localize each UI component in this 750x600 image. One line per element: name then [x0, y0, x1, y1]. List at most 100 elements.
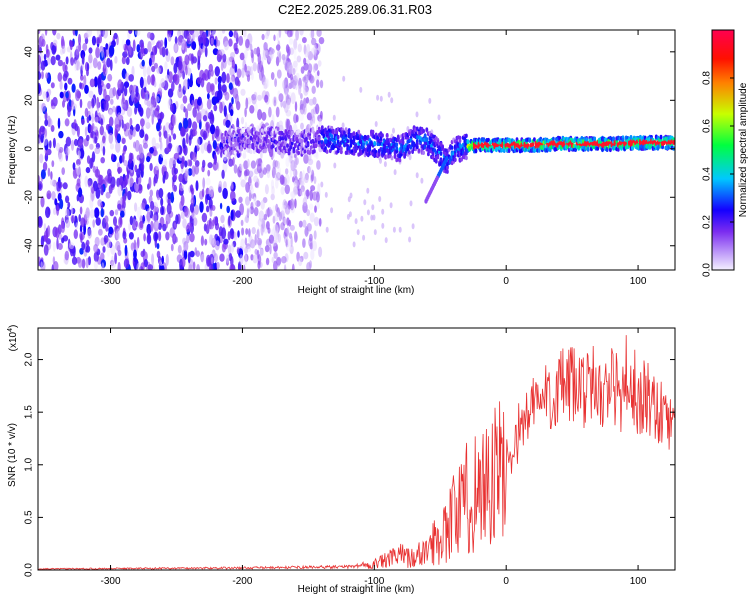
spectrogram-ridge-cell: [368, 144, 372, 150]
spectrogram-noise-cell: [94, 136, 98, 144]
spectrogram-noise-cell: [103, 61, 107, 69]
spectrogram-noise-cell: [209, 113, 215, 125]
spectrogram-ridge-cell: [474, 148, 478, 153]
spectrogram-noise-cell: [122, 148, 126, 155]
spectrogram-noise-cell: [186, 67, 192, 76]
spectrogram-ridge-cell: [222, 136, 226, 141]
spectrogram-noise-cell: [128, 74, 134, 82]
spectrogram-noise-cell: [253, 192, 257, 202]
spectrogram-noise-cell: [89, 143, 94, 150]
spectrogram-noise-cell: [362, 234, 366, 241]
spectrogram-noise-cell: [53, 261, 59, 270]
spectrogram-noise-cell: [214, 77, 218, 85]
spectrogram-ridge-cell: [427, 151, 430, 157]
spectrogram-noise-cell: [252, 197, 257, 209]
spectrogram-noise-cell: [128, 128, 133, 140]
spectrogram-noise-cell: [123, 160, 128, 167]
spectrogram-ridge-cell: [616, 147, 620, 152]
spectrogram-noise-cell: [158, 131, 162, 137]
spectrogram-noise-cell: [202, 115, 208, 122]
spectrogram-noise-cell: [84, 107, 89, 118]
spectrogram-ridge-cell: [371, 129, 375, 135]
spectrogram-noise-cell: [143, 142, 148, 149]
spectrogram-noise-cell: [123, 193, 127, 202]
spectrogram-noise-cell: [75, 163, 81, 176]
spectrogram-noise-cell: [205, 121, 210, 129]
spectrogram-noise-cell: [123, 101, 127, 112]
spectrogram-noise-cell: [317, 70, 320, 77]
spectrogram-noise-cell: [197, 60, 201, 71]
spectrogram-noise-cell: [389, 202, 393, 209]
spectrogram-noise-cell: [197, 110, 202, 120]
spectrogram-noise-cell: [311, 37, 317, 46]
spectrogram-noise-cell: [302, 37, 307, 44]
spectrogram-noise-cell: [91, 113, 94, 123]
spectrogram-noise-cell: [121, 137, 126, 145]
spectrogram-noise-cell: [183, 249, 188, 260]
spectrogram-noise-cell: [55, 142, 61, 152]
spectrogram-ridge-cell: [270, 149, 274, 154]
spectrogram-noise-cell: [151, 92, 156, 101]
spectrogram-noise-cell: [213, 216, 219, 225]
spectrogram-noise-cell: [318, 37, 325, 45]
spectrogram-noise-cell: [209, 209, 213, 217]
spectrogram-noise-cell: [165, 74, 170, 82]
spectrogram-noise-cell: [206, 205, 210, 213]
spectrogram-noise-cell: [40, 133, 45, 143]
spectrogram-noise-cell: [107, 168, 112, 177]
spectrogram-ridge-cell: [621, 137, 625, 142]
spectrogram-noise-cell: [272, 227, 275, 238]
spectrogram-noise-cell: [294, 198, 297, 209]
spectrogram-ridge-cell: [344, 127, 348, 132]
spectrogram-noise-cell: [212, 140, 217, 150]
spectrogram-noise-cell: [251, 94, 257, 105]
spectrogram-ridge-cell: [605, 147, 609, 152]
spectrogram-ridge-cell: [422, 128, 425, 134]
x-tick-label: -100: [364, 276, 384, 287]
spectrogram-noise-cell: [271, 256, 275, 263]
spectrogram-noise-cell: [97, 61, 102, 70]
spectrogram-noise-cell: [181, 256, 186, 268]
spectrogram-x-label: Height of straight line (km): [298, 285, 415, 296]
spectrogram-noise-cell: [217, 89, 223, 101]
spectrogram-noise-cell: [309, 116, 313, 126]
spectrogram-noise-cell: [59, 91, 64, 99]
spectrogram-noise-cell: [178, 173, 184, 183]
spectrogram-noise-cell: [132, 129, 137, 138]
spectrogram-noise-cell: [143, 48, 148, 55]
spectrogram-noise-cell: [215, 162, 219, 170]
spectrogram-noise-cell: [310, 185, 316, 192]
spectrogram-noise-cell: [227, 56, 232, 66]
spectrogram-noise-cell: [38, 64, 41, 73]
spectrogram-noise-cell: [275, 44, 281, 51]
spectrogram-noise-cell: [196, 76, 202, 85]
spectrogram-noise-cell: [303, 154, 309, 164]
spectrogram-noise-cell: [303, 251, 309, 260]
spectrogram-noise-cell: [40, 60, 46, 71]
spectrogram-noise-cell: [148, 176, 152, 189]
spectrogram-noise-cell: [234, 47, 239, 55]
spectrogram-ridge-cell: [332, 128, 335, 134]
spectrogram-noise-cell: [304, 50, 309, 58]
spectrogram-noise-cell: [163, 130, 168, 139]
spectrogram-noise-cell: [267, 51, 273, 63]
spectrogram-noise-cell: [74, 123, 79, 132]
spectrogram-noise-cell: [320, 181, 324, 188]
spectrogram-noise-cell: [299, 189, 304, 196]
spectrogram-noise-cell: [243, 264, 246, 270]
spectrogram-noise-cell: [207, 93, 210, 100]
spectrogram-noise-cell: [149, 106, 153, 117]
spectrogram-noise-cell: [88, 114, 92, 121]
spectrogram-noise-cell: [224, 40, 229, 51]
spectrogram-noise-cell: [231, 97, 234, 105]
spectrogram-noise-cell: [325, 226, 329, 233]
spectrogram-noise-cell: [249, 105, 255, 114]
spectrogram-noise-cell: [286, 225, 290, 237]
spectrogram-noise-cell: [152, 214, 158, 221]
spectrogram-noise-cell: [159, 264, 165, 270]
spectrogram-noise-cell: [286, 30, 293, 38]
spectrogram-noise-cell: [132, 218, 137, 230]
spectrogram-noise-cell: [254, 102, 258, 114]
spectrogram-ridge-cell: [528, 137, 532, 142]
spectrogram-ridge-cell: [425, 127, 429, 132]
